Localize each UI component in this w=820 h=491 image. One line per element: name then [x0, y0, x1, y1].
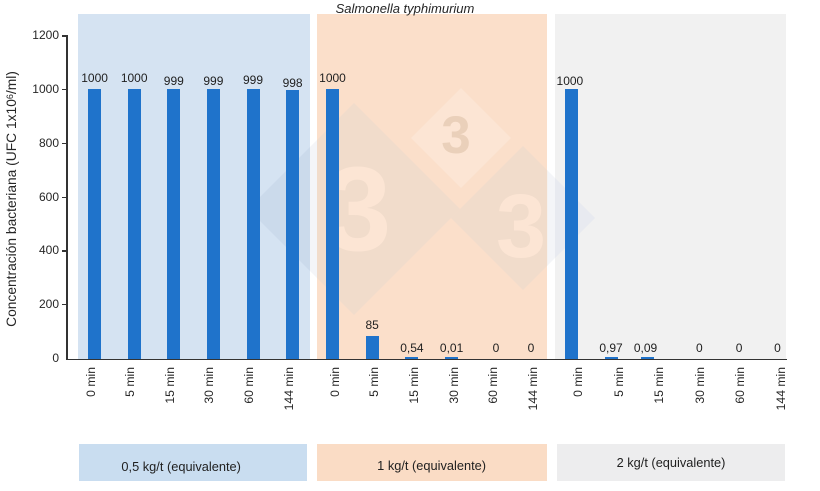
- svg-text:3: 3: [441, 106, 470, 165]
- svg-text:3: 3: [496, 177, 546, 277]
